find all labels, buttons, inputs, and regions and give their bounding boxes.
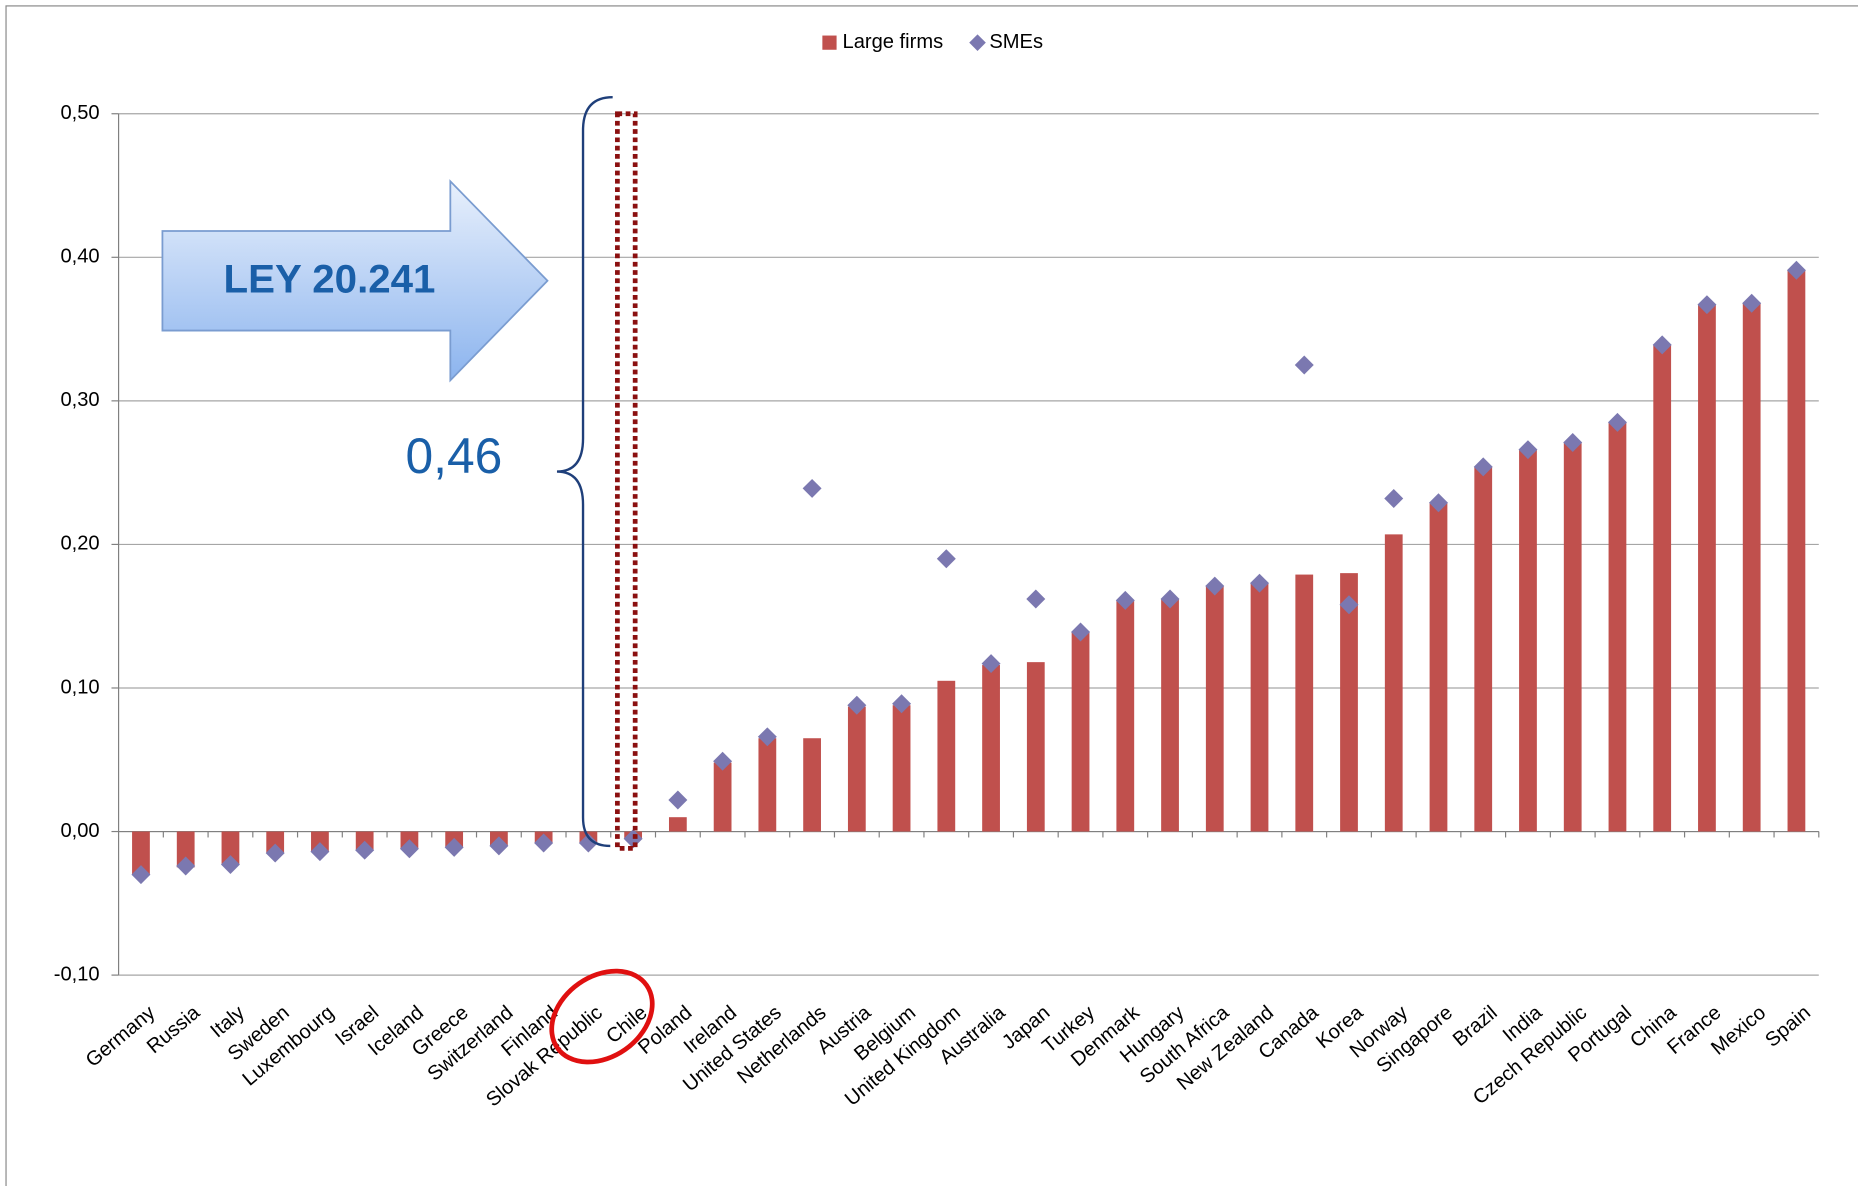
- legend-swatch: [969, 34, 986, 51]
- bar: [847, 706, 866, 832]
- diamond-marker: [1742, 293, 1762, 313]
- diamond-marker: [310, 842, 330, 862]
- bar: [758, 738, 777, 832]
- bar: [803, 738, 821, 832]
- y-tick-label: 0,10: [60, 676, 99, 698]
- legend: Large firms SMEs: [822, 31, 1043, 53]
- bar: [892, 705, 911, 832]
- diamond-marker: [1652, 335, 1672, 355]
- y-tick-label: 0,40: [60, 246, 99, 268]
- y-tick-label: 0,50: [60, 102, 99, 124]
- legend-swatch: [822, 35, 837, 50]
- diamond-marker: [444, 837, 464, 857]
- bar: [1474, 466, 1493, 832]
- bar: [1519, 449, 1537, 832]
- diamond-marker: [131, 865, 151, 885]
- bar: [1250, 583, 1269, 832]
- diamond-marker: [265, 843, 285, 863]
- y-tick-label: 0,00: [60, 820, 99, 842]
- bar: [1116, 600, 1135, 832]
- chart-frame: [5, 5, 1858, 1186]
- diamond-marker: [1786, 260, 1806, 280]
- highlight-ellipse: [549, 968, 655, 1065]
- diamond-marker: [847, 695, 867, 715]
- y-tick-label: 0,30: [60, 389, 99, 411]
- diamond-marker: [1697, 295, 1717, 315]
- bar: [221, 831, 240, 865]
- x-tick-label: Brazil: [1449, 1002, 1502, 1051]
- bar: [1205, 586, 1224, 832]
- diamond-marker: [1518, 440, 1538, 460]
- diamond-marker: [802, 478, 822, 498]
- bar: [1608, 422, 1627, 832]
- x-tick-label: Spain: [1761, 1002, 1815, 1052]
- y-tick-label: 0,20: [60, 533, 99, 555]
- diamond-marker: [981, 654, 1001, 674]
- bar: [1742, 303, 1761, 832]
- bar: [1295, 574, 1314, 832]
- bar: [132, 831, 150, 875]
- diamond-marker: [1473, 457, 1493, 477]
- diamond-marker: [1384, 489, 1404, 508]
- y-tick-label: -0,10: [54, 963, 100, 985]
- diamond-marker: [1607, 412, 1627, 432]
- diamond-marker: [1563, 433, 1583, 452]
- diamond-marker: [1339, 595, 1359, 615]
- bar: [1563, 442, 1582, 832]
- bar: [1787, 270, 1806, 832]
- diamond-marker: [892, 694, 912, 714]
- annotation: LEY 20.241: [224, 257, 436, 302]
- diamond-marker: [578, 833, 598, 853]
- diamond-marker: [399, 839, 419, 859]
- annotation: 0,46: [405, 428, 502, 484]
- diamond-marker: [713, 751, 733, 771]
- legend-label: SMEs: [989, 31, 1043, 53]
- diamond-marker: [936, 549, 956, 569]
- diamond-marker: [1026, 589, 1046, 609]
- bar: [1161, 598, 1179, 832]
- x-tick-label: Russia: [143, 1001, 205, 1058]
- bar: [937, 680, 956, 832]
- diamond-marker: [757, 727, 777, 747]
- diamond-marker: [1205, 576, 1225, 596]
- bar: [982, 665, 1000, 832]
- marks: [131, 260, 1806, 885]
- highlight-box: [615, 111, 638, 851]
- bar: [1429, 502, 1448, 832]
- bar: [266, 831, 285, 854]
- diamond-marker: [1071, 622, 1091, 642]
- diamond-marker: [489, 836, 509, 856]
- diamond-marker: [355, 840, 375, 860]
- bar: [1071, 631, 1090, 832]
- bar: [1340, 573, 1358, 832]
- bar: [176, 831, 195, 868]
- bar: [1384, 534, 1403, 832]
- bar: [1653, 344, 1672, 832]
- bar: [713, 762, 732, 832]
- legend-label: Large firms: [843, 31, 944, 53]
- diamond-marker: [1160, 589, 1180, 609]
- bar: [1026, 662, 1045, 832]
- bar: [1698, 304, 1716, 832]
- diamond-marker: [1294, 355, 1314, 375]
- arrow: [161, 179, 549, 383]
- bar: [668, 817, 687, 832]
- diamond-marker: [1429, 493, 1448, 513]
- diamond-marker: [534, 833, 554, 853]
- brace: [556, 95, 613, 848]
- diamond-marker: [668, 790, 688, 810]
